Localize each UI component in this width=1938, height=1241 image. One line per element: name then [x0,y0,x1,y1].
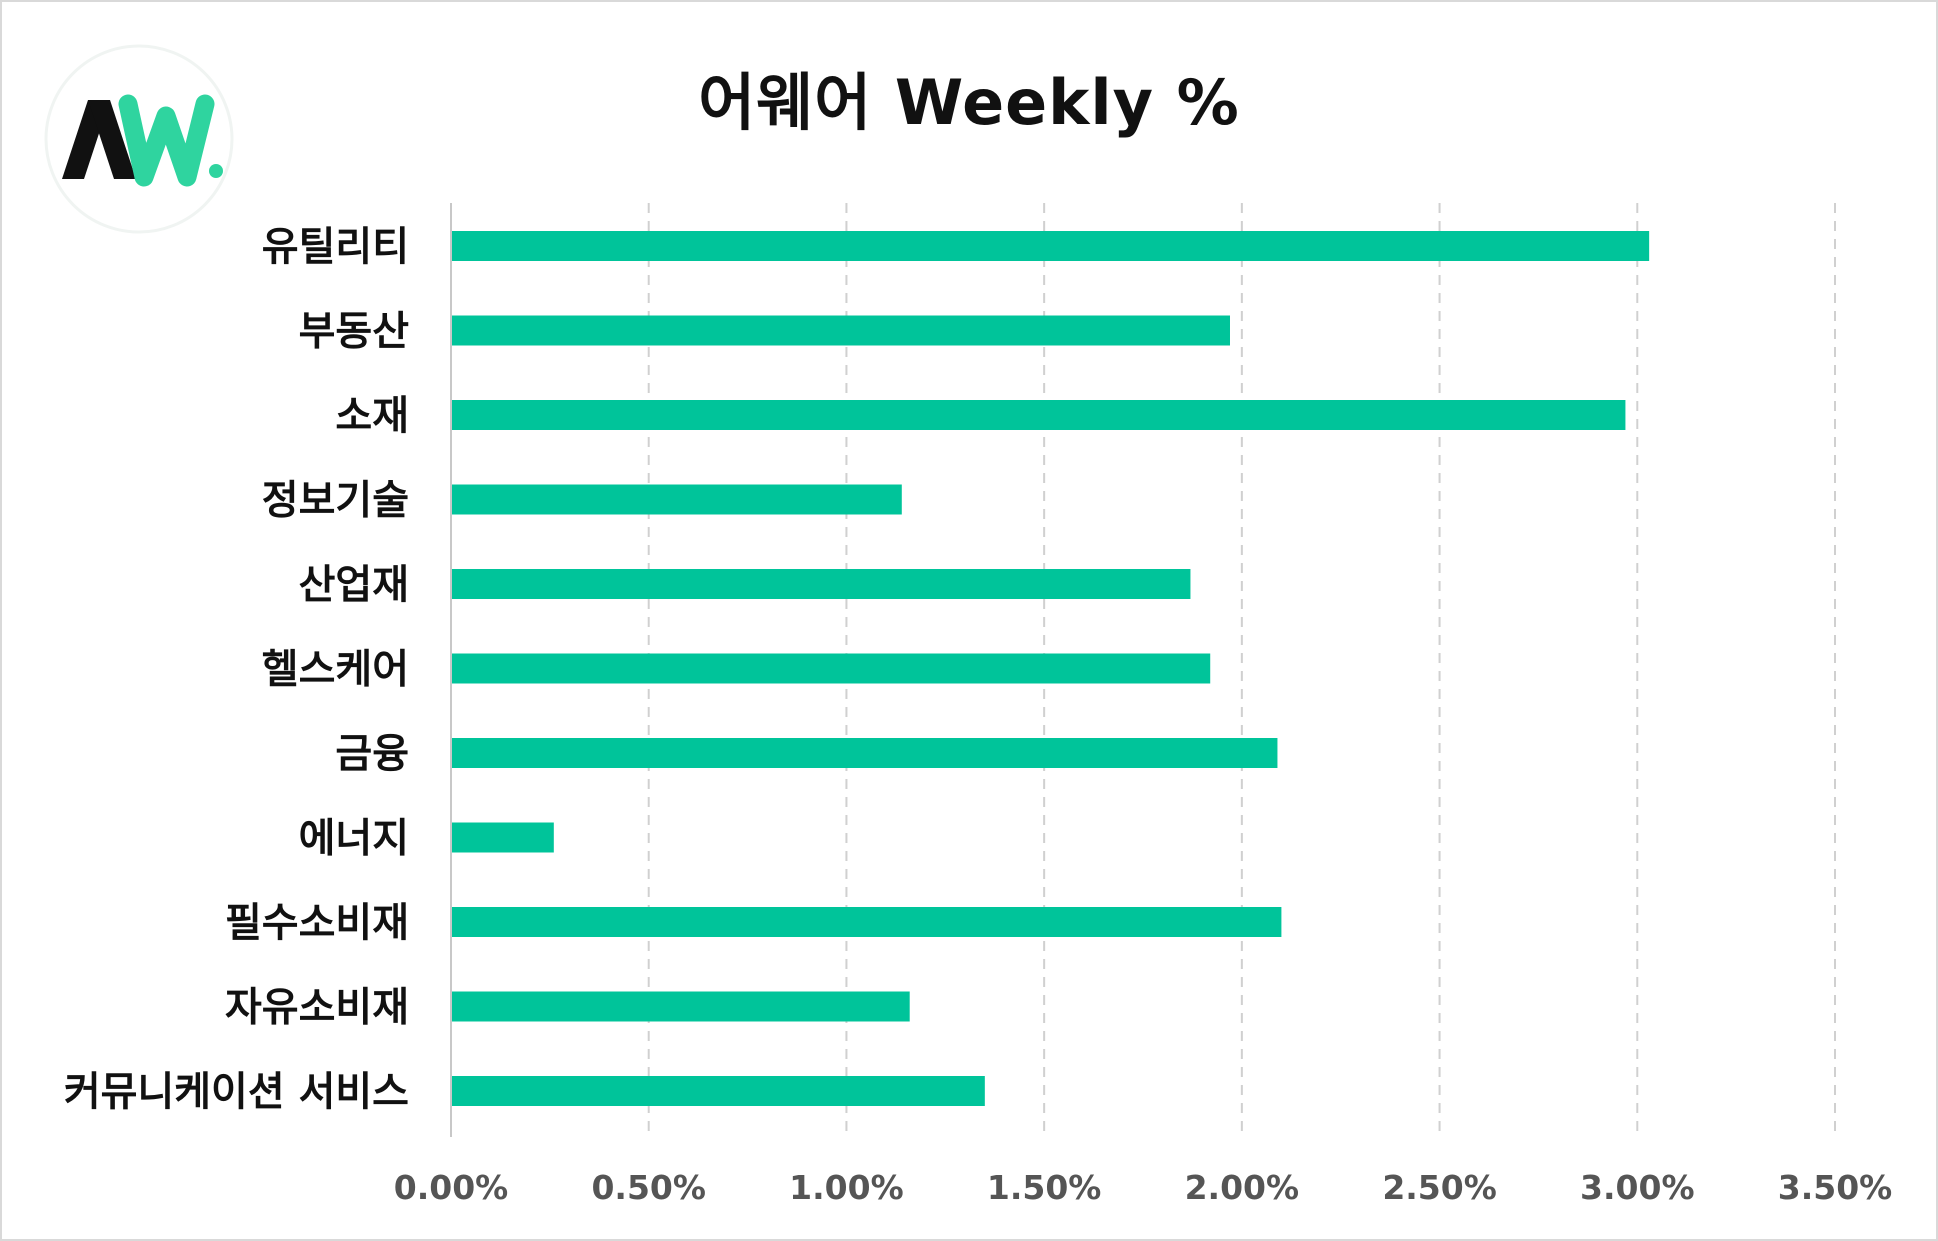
bar [452,400,1626,430]
bar [452,484,902,515]
x-tick-label: 2.00% [1185,1168,1300,1207]
x-tick-label: 0.50% [591,1168,706,1207]
bar [452,569,1191,599]
x-tick-label: 1.50% [987,1168,1102,1207]
bar [452,653,1211,684]
bar-series [452,231,1650,1106]
bar [452,231,1650,261]
category-label: 금융 [335,731,409,777]
x-tick-label: 1.00% [789,1168,904,1207]
category-label: 정보기술 [262,478,409,524]
x-tick-label: 3.50% [1778,1168,1893,1207]
x-tick-label: 3.00% [1580,1168,1695,1207]
x-tick-label: 2.50% [1382,1168,1497,1207]
x-tick-label: 0.00% [394,1168,509,1207]
aw-logo-icon [44,44,234,234]
category-label: 자유소비재 [225,985,409,1031]
bar [452,1076,985,1106]
grid-lines [647,203,1836,1137]
bar [452,991,910,1022]
bar [452,738,1278,768]
category-label: 필수소비재 [225,900,409,946]
category-label: 커뮤니케이션 서비스 [64,1069,409,1115]
category-labels: 유틸리티부동산소재정보기술산업재헬스케어금융에너지필수소비재자유소비재커뮤니케이… [64,224,409,1115]
category-label: 헬스케어 [262,647,409,693]
bar [452,907,1282,937]
category-label: 산업재 [299,562,409,608]
category-label: 부동산 [299,309,410,355]
x-tick-labels: 0.00% 0.50% 1.00% 1.50% 2.00% 2.50% 3.00% 3.50% [394,1168,1893,1207]
bar [452,822,554,853]
bar [452,315,1230,346]
chart-title: 어웨어 Weekly % [698,66,1240,139]
category-label: 에너지 [299,816,409,862]
category-label: 소재 [335,393,409,439]
category-label: 유틸리티 [262,224,409,270]
